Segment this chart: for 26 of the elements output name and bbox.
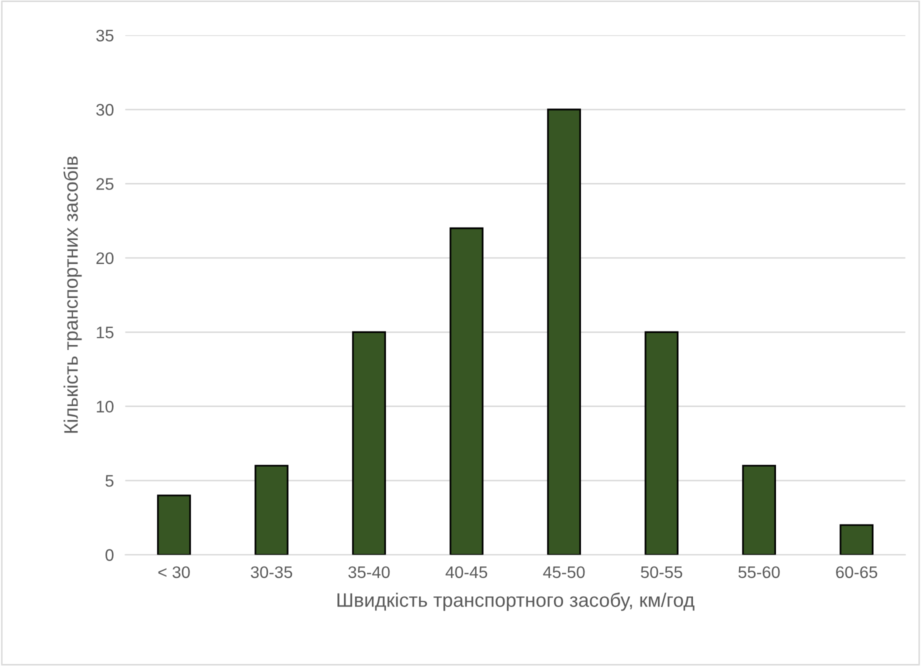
y-axis-title: Кількість транспортних засобів: [63, 156, 82, 433]
x-axis-title: Швидкість транспортного засобу, км/год: [338, 592, 694, 611]
y-tick-label: 30: [96, 104, 114, 116]
bar: [254, 464, 288, 555]
bar: [450, 227, 484, 555]
x-tick-label: < 30: [158, 566, 190, 578]
bar: [547, 108, 581, 555]
x-tick-label: 35-40: [348, 566, 390, 578]
x-tick-label: 40-45: [446, 566, 488, 578]
bar: [742, 464, 776, 555]
y-tick-label: 10: [96, 400, 114, 413]
bar: [644, 331, 678, 555]
x-tick-label: 60-65: [836, 566, 878, 578]
x-tick-label: 45-50: [543, 566, 585, 578]
y-tick-label: 0: [106, 549, 114, 561]
y-tick-label: 5: [106, 475, 114, 487]
y-tick-label: 25: [96, 178, 114, 190]
bar: [840, 524, 874, 555]
y-tick-label: 35: [96, 30, 114, 42]
bar: [157, 494, 191, 555]
x-tick-label: 30-35: [250, 566, 292, 578]
y-tick-label: 20: [96, 252, 114, 264]
x-tick-label: 50-55: [640, 566, 682, 578]
bar: [352, 331, 386, 555]
y-tick-label: 15: [96, 326, 114, 338]
x-tick-label: 55-60: [738, 566, 780, 578]
